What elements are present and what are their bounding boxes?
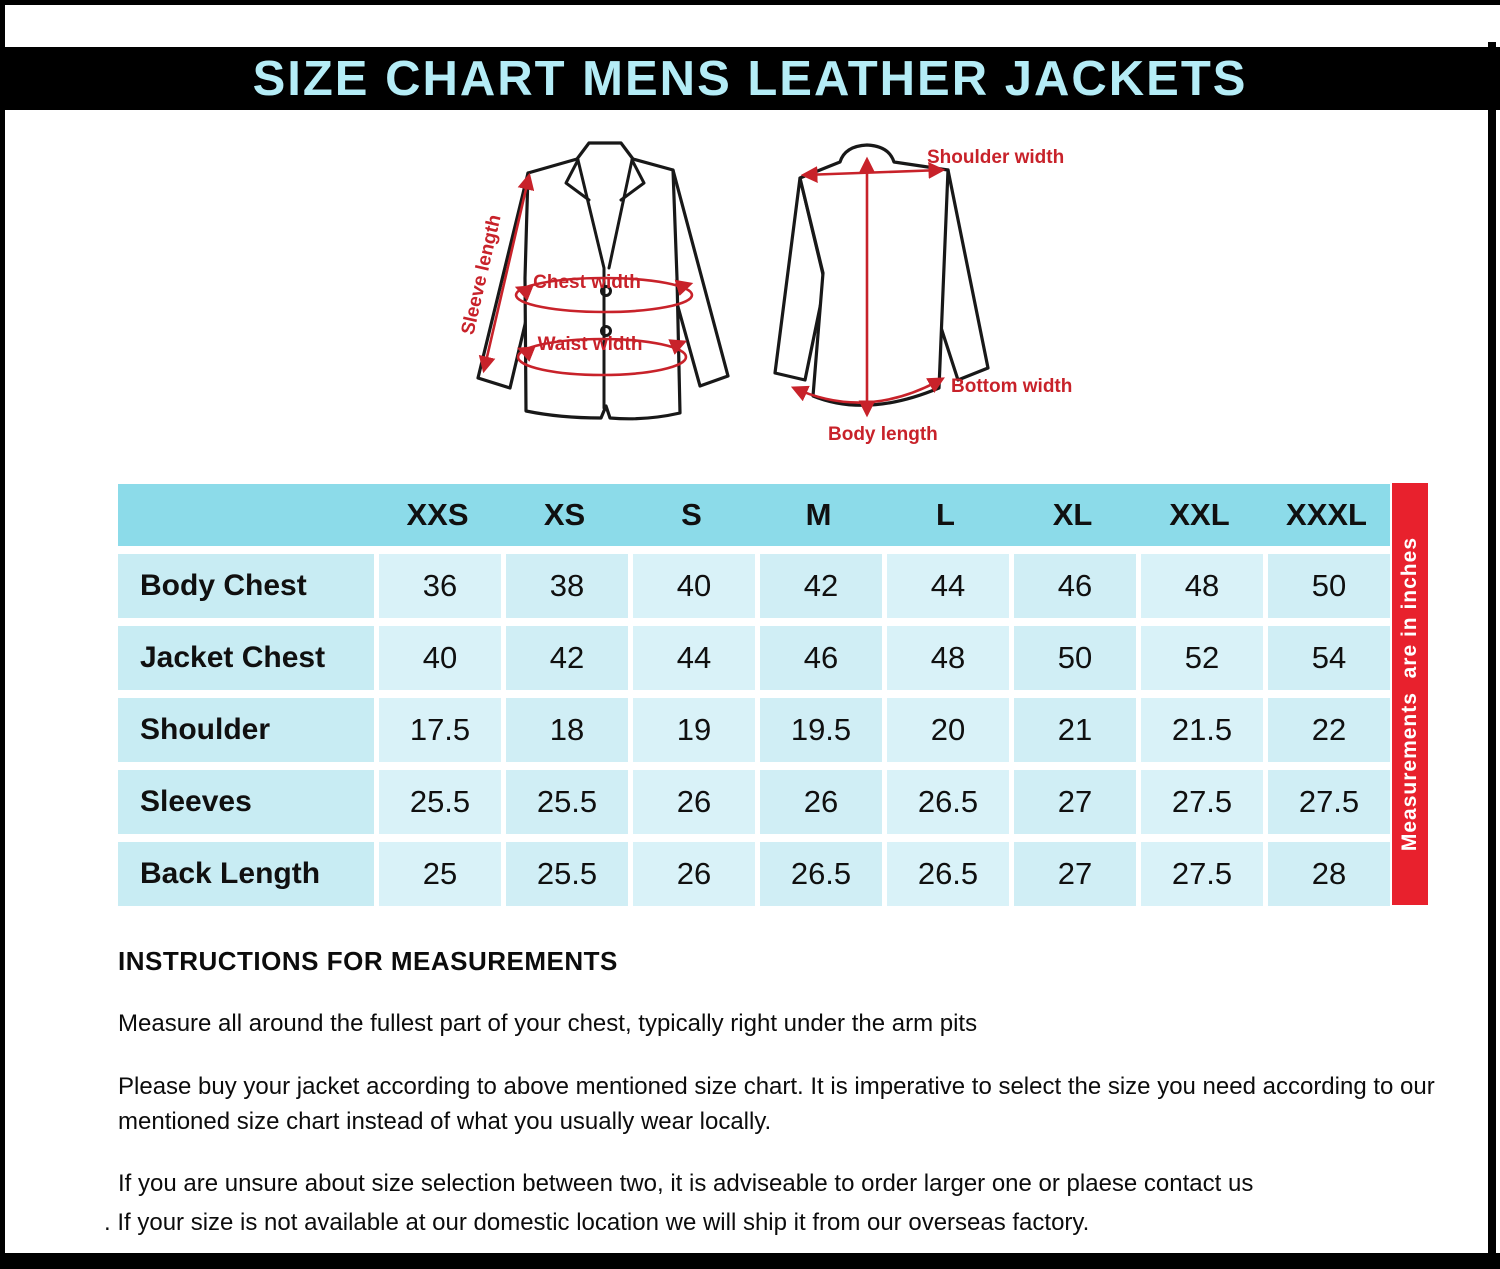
col-header-xs: XS <box>543 497 586 532</box>
size-value-cell: 22 <box>1268 698 1390 762</box>
size-value-cell: 27.5 <box>1141 842 1263 906</box>
size-value-cell: 52 <box>1141 626 1263 690</box>
size-value-cell: 42 <box>506 626 628 690</box>
col-header-m: M <box>805 497 832 532</box>
size-value-cell: 27 <box>1014 842 1136 906</box>
size-value-cell: 21 <box>1014 698 1136 762</box>
size-value-cell: 18 <box>506 698 628 762</box>
size-value-cell: 26 <box>633 842 755 906</box>
size-value-cell: 28 <box>1268 842 1390 906</box>
col-header-xxl: XXL <box>1169 497 1230 532</box>
table-row-jacket-chest: Jacket Chest 40 42 44 46 48 50 52 54 <box>118 626 1390 690</box>
table-row-back-length: Back Length 25 25.5 26 26.5 26.5 27 27.5… <box>118 842 1390 906</box>
instruction-paragraph: Please buy your jacket according to abov… <box>118 1072 1435 1135</box>
size-value-cell: 25.5 <box>379 770 501 834</box>
size-value-cell: 44 <box>633 626 755 690</box>
frame-border-bottom <box>0 1253 1500 1269</box>
size-value-cell: 40 <box>379 626 501 690</box>
size-value-cell: 50 <box>1268 554 1390 618</box>
page-title: SIZE CHART MENS LEATHER JACKETS <box>252 51 1248 106</box>
instructions-heading: INSTRUCTIONS FOR MEASUREMENTS <box>118 946 618 976</box>
size-value-cell: 27.5 <box>1268 770 1390 834</box>
instructions-section: INSTRUCTIONS FOR MEASUREMENTS Measure al… <box>104 946 1468 1269</box>
size-value-cell: 26.5 <box>760 842 882 906</box>
size-value-cell: 27.5 <box>1141 770 1263 834</box>
size-value-cell: 42 <box>760 554 882 618</box>
body-length-label: Body length <box>828 424 938 445</box>
size-value-cell: 25.5 <box>506 770 628 834</box>
col-header-xxs: XXS <box>406 497 469 532</box>
size-value-cell: 19.5 <box>760 698 882 762</box>
bottom-width-label: Bottom width <box>951 376 1072 397</box>
instruction-paragraph: Measure all around the fullest part of y… <box>118 1010 978 1037</box>
frame-border-right <box>1488 42 1496 1269</box>
instruction-paragraph: . If your size is not available at our d… <box>104 1209 1090 1237</box>
size-value-cell: 48 <box>1141 554 1263 618</box>
size-value-cell: 27 <box>1014 770 1136 834</box>
size-value-cell: 20 <box>887 698 1009 762</box>
size-value-cell: 26 <box>760 770 882 834</box>
units-note: Measurements are in inches <box>1398 536 1421 852</box>
instruction-paragraph: If you are unsure about size selection b… <box>118 1170 1254 1198</box>
row-label: Shoulder <box>118 698 374 762</box>
size-value-cell: 25.5 <box>506 842 628 906</box>
units-note-strip: Measurements are in inches <box>1392 483 1428 905</box>
jacket-front-view: Sleeve length Chest width Waist width <box>458 141 730 421</box>
col-header-xl: XL <box>1052 497 1093 532</box>
size-value-cell: 21.5 <box>1141 698 1263 762</box>
bottom-width-arc <box>790 377 945 404</box>
size-value-cell: 44 <box>887 554 1009 618</box>
size-value-cell: 48 <box>887 626 1009 690</box>
shoulder-width-label: Shoulder width <box>927 147 1064 168</box>
jacket-back-view: Shoulder width Bottom width Body length <box>773 143 1072 445</box>
row-label: Sleeves <box>118 770 374 834</box>
sleeve-length-arrow <box>478 172 535 374</box>
row-label: Back Length <box>118 842 374 906</box>
frame-border-left <box>0 0 5 1269</box>
size-value-cell: 54 <box>1268 626 1390 690</box>
table-row-body-chest: Body Chest 36 38 40 42 44 46 48 50 <box>118 554 1390 618</box>
table-row-shoulder: Shoulder 17.5 18 19 19.5 20 21 21.5 22 <box>118 698 1390 762</box>
size-value-cell: 46 <box>760 626 882 690</box>
size-value-cell: 38 <box>506 554 628 618</box>
size-table: XXS XS S M L XL XXL XXXL Body Chest 36 3… <box>118 483 1438 906</box>
row-label: Body Chest <box>118 554 374 618</box>
size-value-cell: 17.5 <box>379 698 501 762</box>
col-header-xxxl: XXXL <box>1286 497 1367 532</box>
jacket-button <box>600 325 612 337</box>
size-table-header-row: XXS XS S M L XL XXL XXXL <box>118 484 1390 546</box>
waist-width-label: Waist width <box>538 334 643 355</box>
jacket-measurement-diagram: Sleeve length Chest width Waist width Sh… <box>430 118 1130 480</box>
size-value-cell: 26.5 <box>887 842 1009 906</box>
table-row-sleeves: Sleeves 25.5 25.5 26 26 26.5 27 27.5 27.… <box>118 770 1390 834</box>
size-value-cell: 36 <box>379 554 501 618</box>
jacket-button <box>600 285 612 297</box>
col-header-l: L <box>936 497 955 532</box>
frame-border-top <box>0 0 1500 5</box>
title-bar: SIZE CHART MENS LEATHER JACKETS <box>0 47 1500 110</box>
size-value-cell: 46 <box>1014 554 1136 618</box>
size-value-cell: 26.5 <box>887 770 1009 834</box>
col-header-s: S <box>681 497 702 532</box>
jacket-diagram-svg: Sleeve length Chest width Waist width Sh… <box>458 141 1072 445</box>
size-value-cell: 19 <box>633 698 755 762</box>
row-label: Jacket Chest <box>118 626 374 690</box>
size-value-cell: 40 <box>633 554 755 618</box>
size-value-cell: 26 <box>633 770 755 834</box>
size-value-cell: 50 <box>1014 626 1136 690</box>
size-value-cell: 25 <box>379 842 501 906</box>
chest-width-label: Chest width <box>533 272 641 293</box>
